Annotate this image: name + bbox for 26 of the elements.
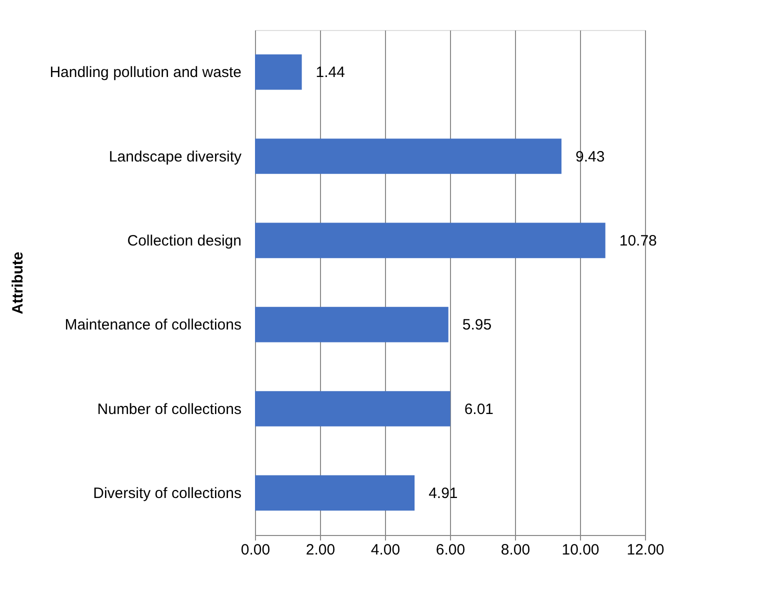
bar — [255, 475, 415, 511]
x-tick-label: 6.00 — [436, 542, 466, 558]
bar — [255, 222, 606, 258]
data-label: 9.43 — [575, 148, 605, 166]
data-label: 4.91 — [428, 484, 458, 502]
x-tick-label: 8.00 — [500, 542, 530, 558]
y-tick-label: Number of collections — [97, 400, 242, 418]
bar — [255, 138, 562, 174]
y-tick-label: Collection design — [127, 232, 242, 250]
data-label: 10.78 — [619, 232, 657, 250]
y-tick-label: Handling pollution and waste — [50, 64, 242, 82]
bar — [255, 54, 302, 90]
y-tick-label: Maintenance of collections — [64, 316, 242, 334]
y-tick-label: Diversity of collections — [93, 484, 242, 502]
bar — [255, 306, 448, 342]
x-tick-label: 4.00 — [370, 542, 400, 558]
y-tick-label: Landscape diversity — [108, 148, 242, 166]
bar — [255, 391, 450, 426]
x-tick-label: 0.00 — [240, 542, 270, 558]
x-tick-label: 2.00 — [306, 542, 336, 558]
data-label: 1.44 — [316, 64, 346, 82]
x-tick-label: 10.00 — [562, 542, 600, 558]
y-axis-title: Attribute — [10, 252, 26, 314]
data-label: 5.95 — [462, 316, 492, 334]
data-label: 6.01 — [464, 400, 494, 418]
x-tick-label: 12.00 — [626, 542, 664, 558]
